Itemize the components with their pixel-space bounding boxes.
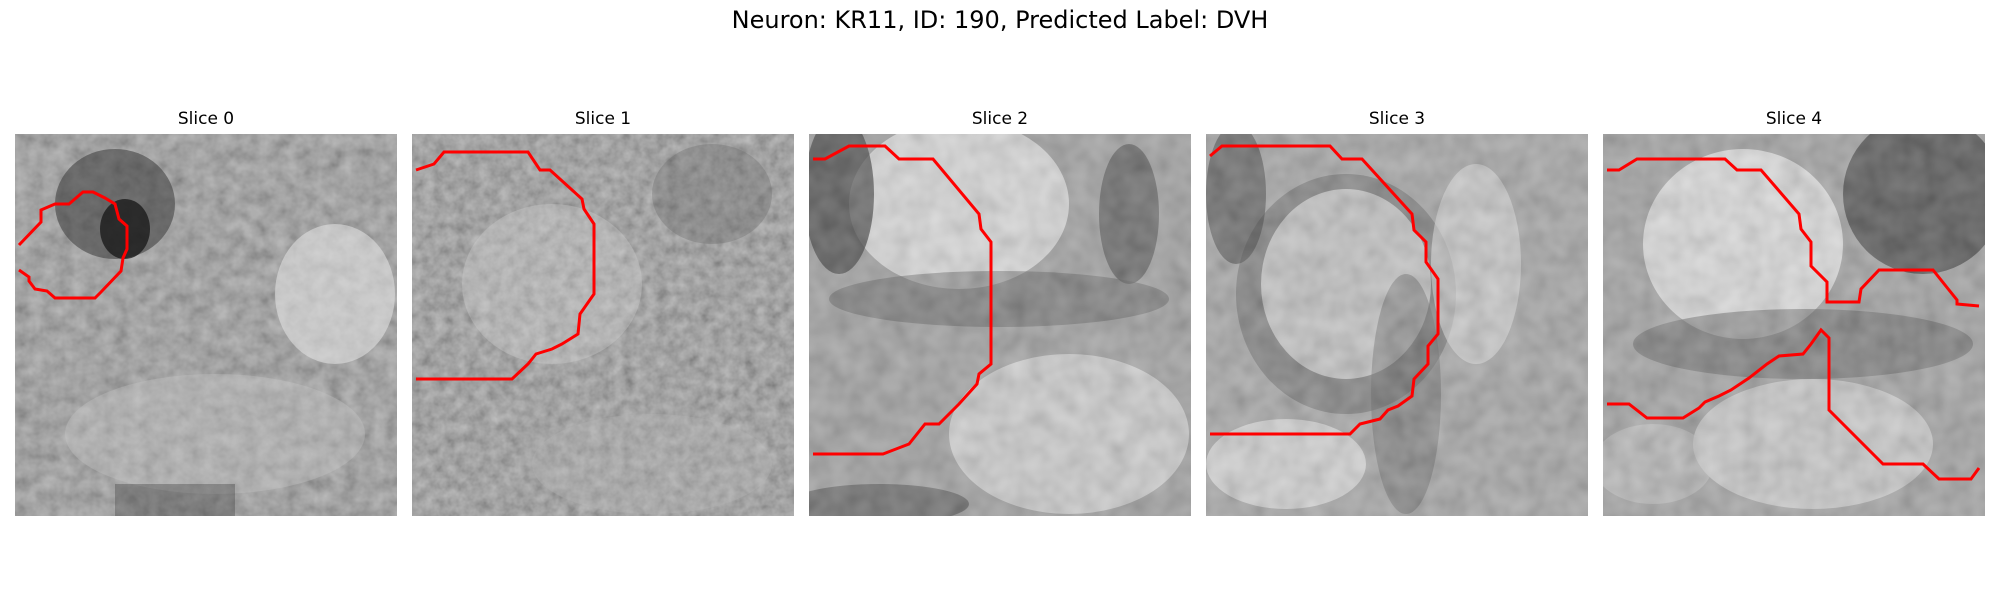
slice-4-title: Slice 4: [1603, 109, 1985, 129]
slice-2-title: Slice 2: [809, 109, 1191, 129]
slice-0-title: Slice 0: [15, 109, 397, 129]
slice-2-image: [809, 134, 1191, 516]
slice-3-image: [1206, 134, 1588, 516]
slice-1-image: [412, 134, 794, 516]
slice-3-title: Slice 3: [1206, 109, 1588, 129]
slice-1-title: Slice 1: [412, 109, 794, 129]
slice-0-image: [15, 134, 397, 516]
slice-4-image: [1603, 134, 1985, 516]
figure-title: Neuron: KR11, ID: 190, Predicted Label: …: [0, 6, 2000, 34]
